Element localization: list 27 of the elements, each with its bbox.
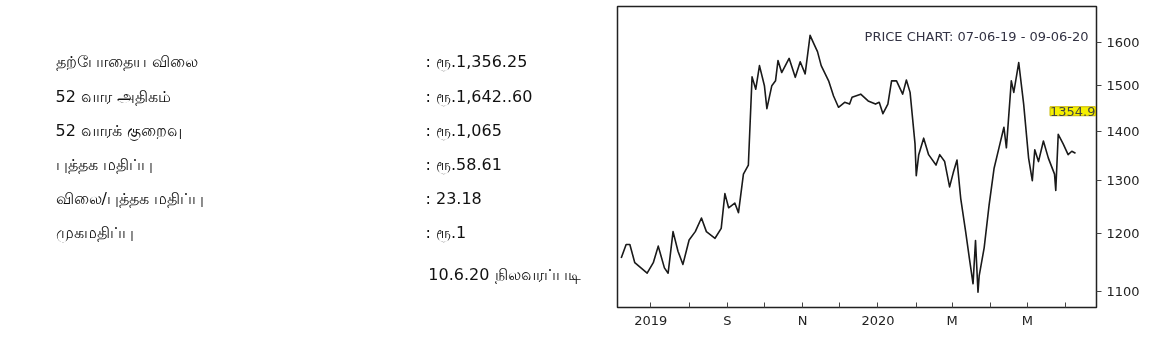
text: விலை/புத்தக மதிப்பு xyxy=(55,189,204,209)
x-tick-label: N xyxy=(797,312,808,328)
x-tick-label: S xyxy=(723,312,732,328)
x-tick-label: M xyxy=(946,312,958,328)
text: : ரூ.1,642..60 xyxy=(425,86,533,107)
y-tick-label: 1600 xyxy=(1106,35,1140,51)
x-tick-label: M xyxy=(1021,312,1033,328)
text: : 23.18 xyxy=(425,189,482,209)
text: முகமதிப்பு xyxy=(55,223,134,244)
y-tick-label: 1500 xyxy=(1106,78,1140,94)
x-tick-label: 2019 xyxy=(634,312,668,328)
text: PRICE CHART: 07-06-19 - 09-06-20 xyxy=(864,28,1089,44)
text: 10.6.20 நிலவரப்படி xyxy=(428,265,581,285)
y-tick-label: 1100 xyxy=(1106,284,1140,300)
text: தற்போதைய விலை xyxy=(55,52,198,72)
x-tick-label: 2020 xyxy=(861,312,895,328)
text: 52 வாரக் குறைவு xyxy=(55,120,183,141)
annotation: 1354.9 xyxy=(1050,103,1096,119)
text: : ரூ.1,356.25 xyxy=(425,52,528,73)
text: புத்தக மதிப்பு xyxy=(55,155,153,174)
y-tick-label: 1200 xyxy=(1106,226,1140,242)
text: 52 வார அதிகம் xyxy=(55,86,172,106)
text: : ரூ.1,065 xyxy=(425,120,502,141)
y-tick-label: 1400 xyxy=(1106,124,1140,139)
text: : ரூ.58.61 xyxy=(425,155,502,175)
text: : ரூ.1 xyxy=(425,223,467,244)
y-tick-label: 1300 xyxy=(1106,173,1140,189)
